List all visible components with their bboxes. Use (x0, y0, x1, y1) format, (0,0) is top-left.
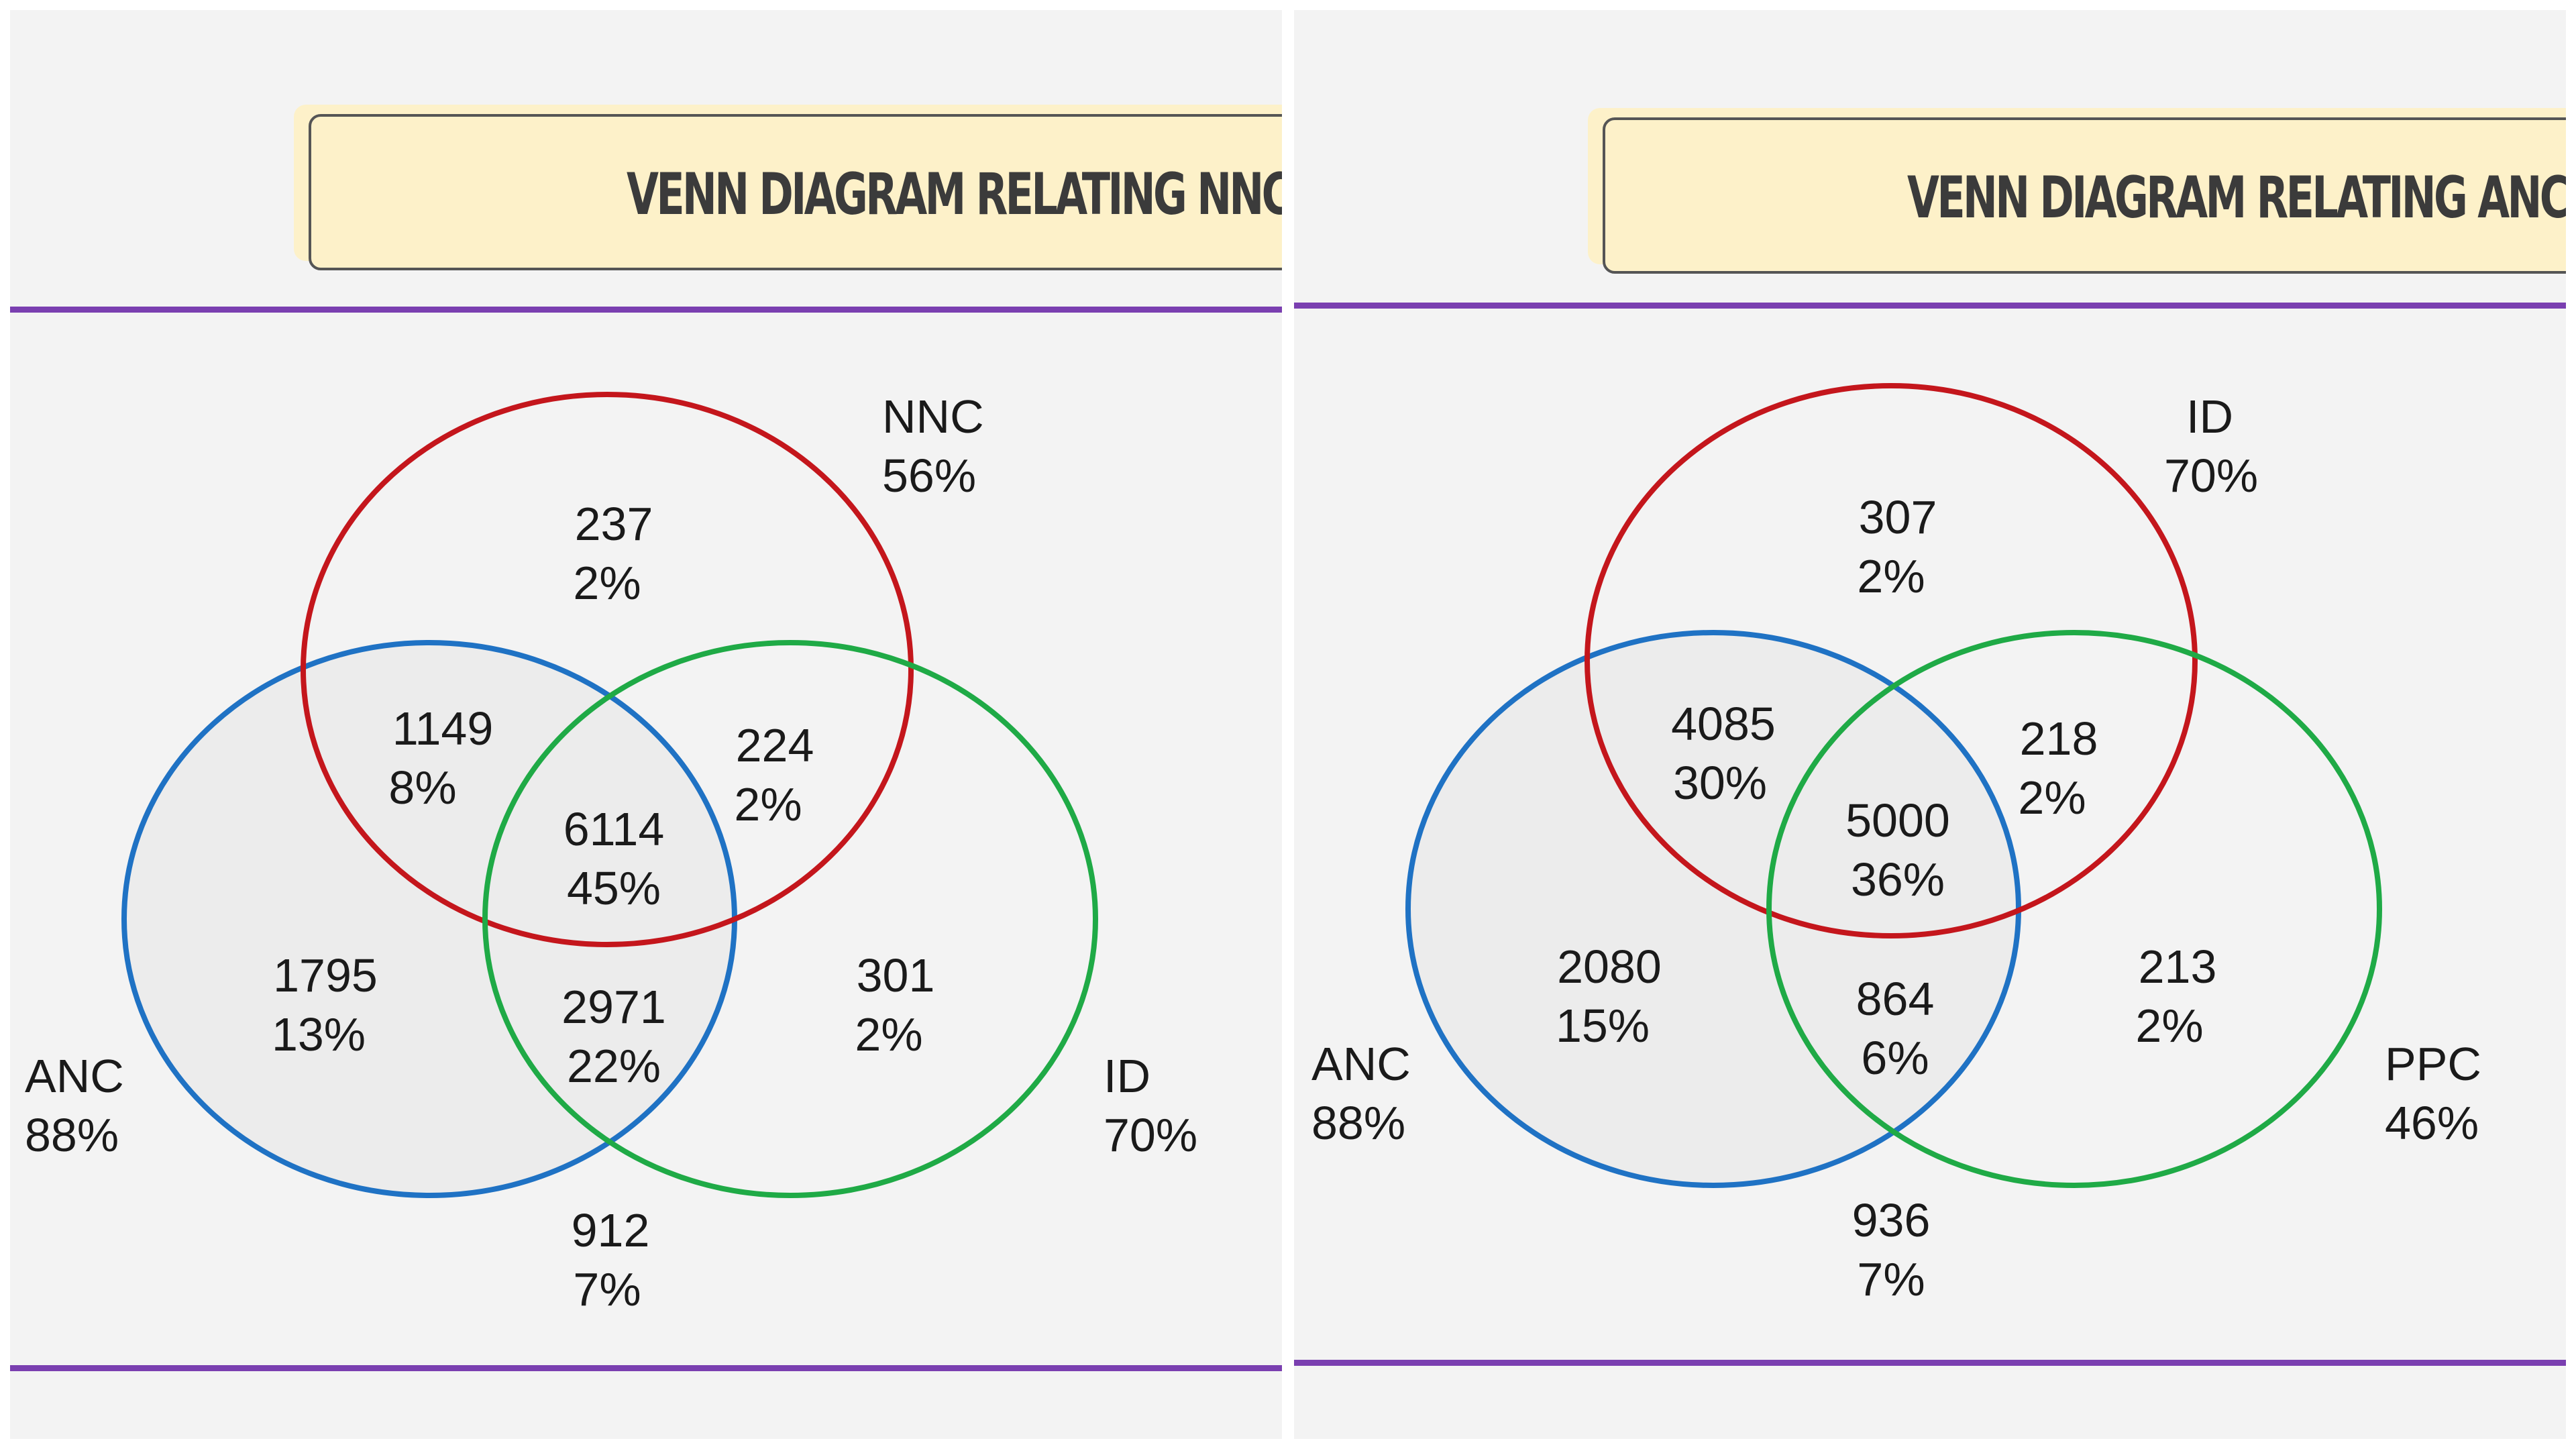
venn-panel-nnc: VENN DIAGRAM RELATING NNC, NNC 56% ANC 8… (10, 10, 1282, 1439)
set-right-name: PPC (2385, 1038, 2481, 1090)
region-left-only-count: 1795 (273, 949, 378, 1002)
panel-title: VENN DIAGRAM RELATING ANC, I (1907, 164, 2566, 231)
region-top-right-pct: 2% (734, 778, 802, 830)
set-right-pct: 70% (1104, 1109, 1197, 1161)
set-right-circle (482, 640, 1098, 1198)
set-top-name: NNC (882, 390, 984, 443)
region-top-right-pct: 2% (2018, 771, 2086, 824)
region-center-pct: 45% (567, 862, 661, 914)
region-center-count: 5000 (1845, 794, 1950, 847)
region-left-right-pct: 22% (567, 1040, 661, 1092)
set-left-name: ANC (1311, 1038, 1411, 1090)
region-top-left-count: 4085 (1671, 698, 1776, 750)
region-outside-count: 936 (1852, 1194, 1931, 1246)
panel-title: VENN DIAGRAM RELATING NNC, (627, 161, 1282, 228)
region-left-only-pct: 15% (1556, 1000, 1650, 1052)
set-left-name: ANC (25, 1050, 124, 1102)
region-top-only-pct: 2% (573, 557, 641, 609)
venn-diagram: ID 70% ANC 88% PPC 46% 307 2% 4085 30% 2… (1311, 383, 2481, 1305)
region-top-left-count: 1149 (392, 702, 494, 755)
title-banner: VENN DIAGRAM RELATING ANC, I (1603, 117, 2566, 274)
region-right-only-count: 213 (2139, 941, 2217, 993)
region-left-only-count: 2080 (1557, 941, 1662, 993)
divider-top (1294, 303, 2566, 309)
set-left-pct: 88% (25, 1109, 119, 1161)
region-outside-count: 912 (572, 1204, 650, 1256)
set-top-name: ID (2186, 390, 2233, 443)
set-left-pct: 88% (1311, 1097, 1405, 1149)
region-outside-pct: 7% (1857, 1253, 1925, 1305)
venn-diagram: NNC 56% ANC 88% ID 70% 237 2% 1149 8% 22… (25, 390, 1197, 1316)
region-left-right-count: 864 (1856, 973, 1935, 1025)
set-right-name: ID (1104, 1050, 1150, 1102)
region-outside-pct: 7% (573, 1263, 641, 1316)
region-top-right-count: 224 (736, 719, 814, 771)
set-top-circle (1585, 383, 2198, 938)
region-top-only-count: 237 (575, 498, 653, 550)
region-top-only-count: 307 (1859, 491, 1937, 543)
region-top-only-pct: 2% (1857, 550, 1925, 602)
region-top-left-pct: 30% (1673, 757, 1767, 809)
region-top-left-pct: 8% (388, 761, 456, 814)
region-center-pct: 36% (1851, 853, 1945, 906)
region-left-only-pct: 13% (272, 1008, 366, 1061)
venn-panel-id: VENN DIAGRAM RELATING ANC, I ID 70% ANC … (1294, 10, 2566, 1439)
region-right-only-pct: 2% (855, 1008, 922, 1061)
region-right-only-count: 301 (857, 949, 935, 1002)
region-center-count: 6114 (564, 803, 665, 855)
set-right-pct: 46% (2385, 1097, 2479, 1149)
set-top-pct: 70% (2164, 449, 2258, 502)
region-left-right-pct: 6% (1861, 1032, 1929, 1084)
title-banner: VENN DIAGRAM RELATING NNC, (309, 114, 1282, 270)
set-top-circle (301, 392, 914, 947)
region-left-right-count: 2971 (561, 981, 666, 1033)
divider-bottom (10, 1365, 1282, 1371)
region-right-only-pct: 2% (2135, 1000, 2203, 1052)
divider-top (10, 307, 1282, 313)
set-right-circle (1766, 630, 2382, 1188)
set-top-pct: 56% (882, 449, 976, 502)
divider-bottom (1294, 1360, 2566, 1366)
region-top-right-count: 218 (2020, 712, 2098, 765)
